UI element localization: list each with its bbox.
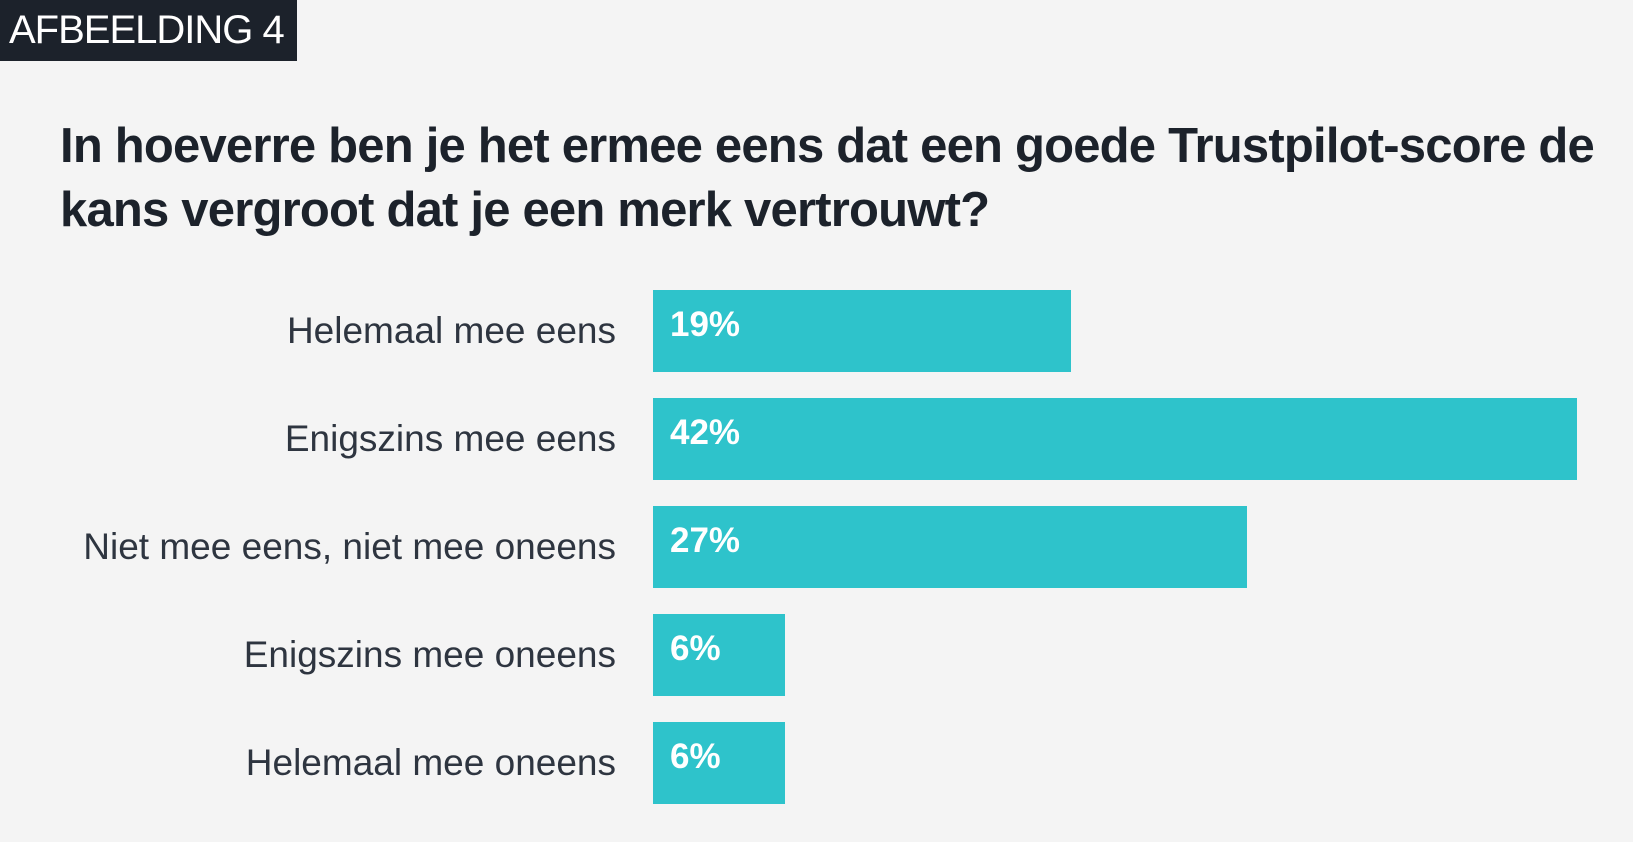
bar-value-label: 6% (670, 737, 721, 776)
bar (653, 506, 1247, 588)
bar-value-label: 19% (670, 305, 741, 344)
bar (653, 614, 785, 696)
bar (653, 398, 1577, 480)
category-label: Enigszins mee oneens (243, 634, 616, 675)
figure-label: AFBEELDING 4 (0, 0, 297, 61)
bar (653, 290, 1071, 372)
category-label: Helemaal mee eens (286, 310, 616, 351)
category-label: Enigszins mee eens (284, 418, 616, 459)
bar-value-label: 27% (670, 521, 741, 560)
bar-value-label: 42% (670, 413, 741, 452)
bar (653, 722, 785, 804)
chart-title: In hoeverre ben je het ermee eens dat ee… (60, 119, 1595, 237)
category-label: Niet mee eens, niet mee oneens (83, 526, 616, 567)
category-label: Helemaal mee oneens (245, 742, 616, 783)
bar-value-label: 6% (670, 629, 721, 668)
